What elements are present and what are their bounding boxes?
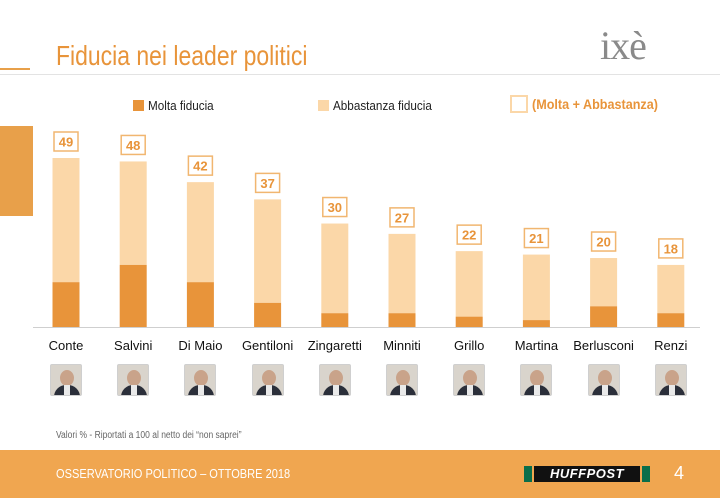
category-label-di-maio: Di Maio xyxy=(178,338,222,353)
total-label-box-renzi xyxy=(658,238,684,259)
legend-abbastanza: Abbastanza fiducia xyxy=(318,97,443,117)
bar-abbastanza-di-maio xyxy=(186,182,214,283)
berlusconi-portrait-icon xyxy=(587,364,620,396)
category-label-berlusconi: Berlusconi xyxy=(573,338,634,353)
huffpost-logo: HUFFPOST xyxy=(524,466,650,482)
total-label-martina: 21 xyxy=(529,231,543,246)
bar-abbastanza-berlusconi xyxy=(590,258,618,307)
total-label-salvini: 48 xyxy=(126,138,140,153)
conte-portrait-icon xyxy=(50,364,82,396)
total-label-box-salvini xyxy=(120,134,146,156)
minniti-portrait-icon xyxy=(386,364,418,396)
legend-total-label: (Molta + Abbastanza) xyxy=(532,96,658,112)
page-number: 4 xyxy=(674,463,685,483)
renzi-portrait-icon xyxy=(654,364,687,396)
header-divider xyxy=(0,74,720,75)
footer-text: OSSERVATORIO POLITICO – OTTOBRE 2018 xyxy=(56,466,291,481)
zingaretti-portrait-icon xyxy=(318,364,351,396)
category-label-gentiloni: Gentiloni xyxy=(242,338,293,353)
legend-total-swatch xyxy=(510,95,528,113)
total-label-gentiloni: 37 xyxy=(260,176,274,191)
grillo-portrait-icon xyxy=(453,364,486,396)
bar-molta-martina xyxy=(522,320,550,327)
bar-molta-grillo xyxy=(455,316,483,327)
huffpost-logo-text: HUFFPOST xyxy=(534,466,640,482)
total-label-box-conte xyxy=(53,131,79,152)
category-label-zingaretti: Zingaretti xyxy=(308,338,362,353)
total-label-zingaretti: 30 xyxy=(328,200,342,215)
bar-abbastanza-grillo xyxy=(455,251,483,317)
ixe-logo: ixè xyxy=(600,22,664,72)
bar-abbastanza-martina xyxy=(522,254,550,321)
legend-molta: Molta fiducia xyxy=(133,97,221,117)
category-label-conte: Conte xyxy=(49,338,84,353)
total-label-conte: 49 xyxy=(59,135,73,150)
legend-molta-label: Molta fiducia xyxy=(148,98,214,114)
bar-molta-di-maio xyxy=(186,282,214,327)
total-label-box-grillo xyxy=(456,224,482,245)
total-label-di-maio: 42 xyxy=(193,159,207,174)
total-label-box-di-maio xyxy=(187,155,214,176)
bar-abbastanza-zingaretti xyxy=(321,223,349,314)
category-label-minniti: Minniti xyxy=(383,338,421,353)
bar-abbastanza-minniti xyxy=(388,233,416,314)
bar-molta-conte xyxy=(52,282,80,327)
side-accent-block xyxy=(0,126,33,216)
legend-total: (Molta + Abbastanza) xyxy=(510,95,672,115)
total-label-renzi: 18 xyxy=(664,241,678,256)
bar-abbastanza-gentiloni xyxy=(254,199,282,303)
bar-abbastanza-renzi xyxy=(657,264,685,314)
bar-molta-berlusconi xyxy=(590,306,618,327)
bar-molta-renzi xyxy=(657,313,685,327)
legend-abbastanza-swatch xyxy=(318,100,329,112)
footnote: Valori % - Riportati a 100 al netto dei … xyxy=(56,430,242,441)
bar-molta-salvini xyxy=(119,264,147,327)
bar-molta-minniti xyxy=(388,313,416,327)
category-label-grillo: Grillo xyxy=(454,338,484,353)
total-label-box-martina xyxy=(523,227,550,249)
ixe-logo-text: ixè xyxy=(600,23,647,68)
legend-abbastanza-label: Abbastanza fiducia xyxy=(333,98,432,114)
total-label-box-berlusconi xyxy=(590,231,617,252)
huffpost-logo-bar-left xyxy=(524,466,532,482)
total-label-berlusconi: 20 xyxy=(596,235,610,250)
total-label-box-minniti xyxy=(389,207,415,228)
martina-portrait-icon xyxy=(520,364,553,396)
category-label-renzi: Renzi xyxy=(654,338,687,353)
page-title: Fiducia nei leader politici xyxy=(56,40,308,71)
huffpost-logo-bar-right xyxy=(642,466,650,482)
salvini-portrait-icon xyxy=(117,364,150,396)
total-label-grillo: 22 xyxy=(462,228,476,243)
di-maio-portrait-icon xyxy=(184,364,217,396)
title-accent-line xyxy=(0,68,30,70)
bar-abbastanza-salvini xyxy=(119,161,147,265)
bar-molta-zingaretti xyxy=(321,313,349,327)
total-label-minniti: 27 xyxy=(395,210,409,225)
fiducia-bar-chart: 49 Conte 48 Salvini 42 Di Maio 37 Gentiloni 30 Zi… xyxy=(33,131,700,353)
bar-abbastanza-conte xyxy=(52,158,80,283)
footer-bar: OSSERVATORIO POLITICO – OTTOBRE 2018 HUF… xyxy=(0,450,720,498)
category-label-salvini: Salvini xyxy=(114,338,152,353)
gentiloni-portrait-icon xyxy=(251,364,284,396)
bar-molta-gentiloni xyxy=(254,302,282,327)
total-label-box-gentiloni xyxy=(254,172,281,194)
category-label-martina: Martina xyxy=(515,338,559,353)
total-label-box-zingaretti xyxy=(322,196,348,218)
legend-molta-swatch xyxy=(133,100,144,112)
